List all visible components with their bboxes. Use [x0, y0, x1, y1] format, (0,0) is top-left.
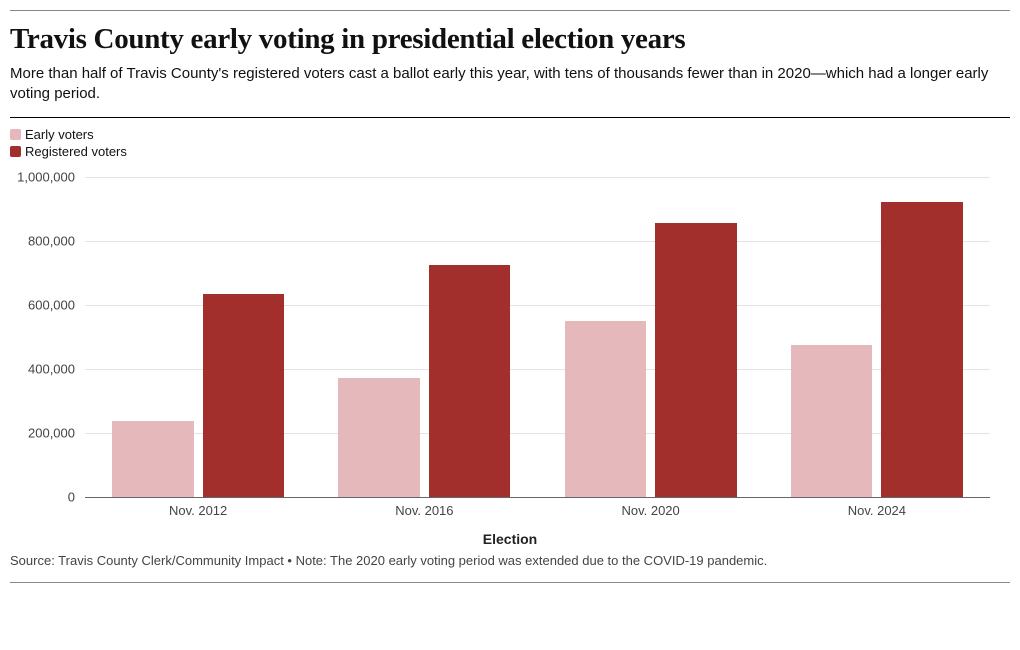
group-2016: Nov. 2016	[311, 177, 537, 497]
chart-frame: Travis County early voting in presidenti…	[0, 0, 1020, 593]
group-2020: Nov. 2020	[538, 177, 764, 497]
legend-item-early: Early voters	[10, 126, 1010, 144]
bar-early	[338, 378, 419, 496]
x-axis-title: Election	[10, 531, 1010, 547]
bar-groups: Nov. 2012 Nov. 2016 Nov. 2020 Nov. 2024	[85, 177, 990, 497]
legend-item-registered: Registered voters	[10, 143, 1010, 161]
x-tick-label: Nov. 2020	[538, 497, 764, 518]
bar-registered	[429, 265, 510, 497]
group-2024: Nov. 2024	[764, 177, 990, 497]
x-tick-label: Nov. 2016	[311, 497, 537, 518]
x-tick-label: Nov. 2012	[85, 497, 311, 518]
bar-early	[112, 421, 193, 496]
bar-early	[565, 321, 646, 497]
legend-label-registered: Registered voters	[25, 143, 127, 161]
plot-region: Nov. 2012 Nov. 2016 Nov. 2020 Nov. 2024	[85, 177, 990, 497]
y-tick-label: 400,000	[28, 361, 75, 376]
y-tick-label: 1,000,000	[17, 169, 75, 184]
y-tick-label: 800,000	[28, 233, 75, 248]
group-2012: Nov. 2012	[85, 177, 311, 497]
bottom-rule	[10, 582, 1010, 583]
y-tick-label: 600,000	[28, 297, 75, 312]
swatch-registered	[10, 146, 21, 157]
x-tick-label: Nov. 2024	[764, 497, 990, 518]
legend: Early voters Registered voters	[10, 126, 1010, 161]
chart-area: 1,000,000 800,000 600,000 400,000 200,00…	[10, 167, 1010, 547]
bar-registered	[881, 202, 962, 496]
bar-registered	[203, 294, 284, 497]
header-divider	[10, 117, 1010, 118]
chart-title: Travis County early voting in presidenti…	[10, 23, 1010, 56]
y-tick-label: 0	[68, 489, 75, 504]
bar-registered	[655, 223, 736, 497]
swatch-early	[10, 129, 21, 140]
y-tick-label: 200,000	[28, 425, 75, 440]
chart-subtitle: More than half of Travis County's regist…	[10, 64, 1010, 105]
legend-label-early: Early voters	[25, 126, 94, 144]
footnote: Source: Travis County Clerk/Community Im…	[10, 553, 1010, 568]
top-rule	[10, 10, 1010, 11]
bar-early	[791, 345, 872, 497]
